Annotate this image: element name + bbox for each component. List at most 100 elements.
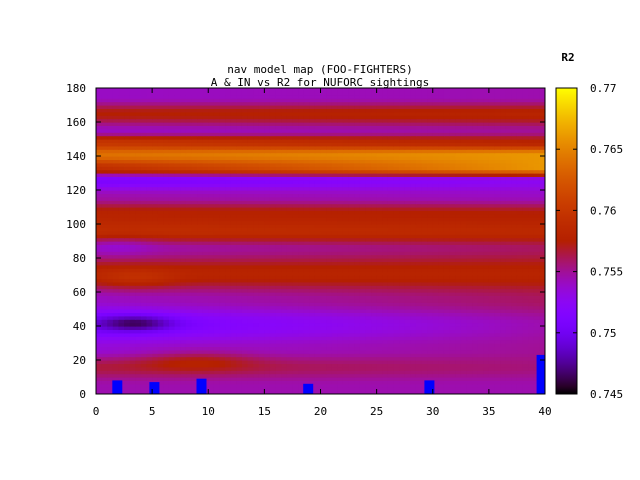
heatmap-cell [258, 360, 265, 364]
heatmap-cell [129, 234, 136, 239]
heatmap-cell [427, 268, 434, 273]
heatmap-cell [472, 380, 479, 385]
heatmap-cell [213, 366, 221, 371]
heatmap-cell [213, 244, 221, 249]
heatmap-cell [455, 268, 462, 273]
heatmap-cell [185, 349, 193, 354]
heatmap-cell [382, 220, 389, 225]
heatmap-cell [230, 377, 237, 381]
heatmap-cell [410, 254, 417, 259]
heatmap-cell [359, 186, 366, 191]
heatmap-cell [348, 281, 355, 286]
heatmap-cell [225, 305, 232, 310]
heatmap-cell [219, 322, 226, 327]
heatmap-cell [281, 247, 288, 252]
heatmap-cell [505, 271, 512, 276]
heatmap-cell [168, 336, 176, 341]
heatmap-cell [174, 278, 181, 283]
heatmap-cell [483, 186, 490, 191]
heatmap-cell [387, 322, 395, 327]
heatmap-cell [466, 261, 473, 266]
heatmap-cell [241, 251, 249, 256]
heatmap-cell [118, 193, 125, 198]
heatmap-cell [281, 271, 288, 276]
heatmap-cell [477, 339, 484, 344]
heatmap-cell [163, 220, 170, 225]
heatmap-cell [208, 200, 215, 205]
heatmap-cell [505, 360, 512, 364]
heatmap-cell [399, 254, 406, 259]
heatmap-cell [269, 247, 277, 252]
heatmap-cell [528, 258, 535, 262]
heatmap-cell [472, 251, 479, 256]
heatmap-cell [168, 366, 176, 371]
heatmap-cell [163, 217, 170, 222]
heatmap-cell [427, 309, 434, 313]
heatmap-cell [208, 210, 215, 215]
heatmap-cell [472, 220, 479, 225]
heatmap-cell [197, 186, 204, 191]
heatmap-cell [197, 281, 204, 286]
heatmap-cell [286, 234, 294, 239]
heatmap-cell [292, 387, 299, 392]
heatmap-cell [432, 196, 439, 201]
heatmap-cell [157, 349, 164, 354]
heatmap-cell [157, 183, 164, 188]
heatmap-cell [320, 251, 327, 256]
heatmap-cell [466, 241, 473, 245]
heatmap-cell [236, 207, 243, 211]
heatmap-cell [96, 186, 103, 191]
heatmap-cell [135, 387, 142, 392]
heatmap-cell [101, 244, 108, 249]
heatmap-cell [354, 186, 361, 191]
heatmap-cell [460, 329, 468, 334]
heatmap-cell [376, 380, 383, 385]
heatmap-cell [264, 210, 271, 215]
heatmap-cell [112, 363, 120, 368]
heatmap-cell [387, 387, 395, 392]
heatmap-cell [472, 373, 479, 378]
heatmap-cell [382, 292, 389, 296]
heatmap-cell [516, 305, 524, 310]
heatmap-cell [522, 315, 529, 320]
heatmap-cell [180, 298, 187, 303]
heatmap-cell [438, 356, 445, 361]
heatmap-cell [135, 190, 142, 194]
heatmap-cell [483, 305, 490, 310]
heatmap-cell [410, 207, 417, 211]
heatmap-cell [191, 370, 198, 375]
heatmap-cell [157, 298, 164, 303]
heatmap-cell [197, 332, 204, 337]
heatmap-cell [432, 326, 439, 330]
heatmap-cell [382, 227, 389, 232]
heatmap-cell [96, 390, 103, 394]
heatmap-cell [213, 383, 221, 388]
heatmap-cell [135, 295, 142, 300]
heatmap-cell [415, 190, 423, 194]
heatmap-cell [421, 346, 428, 351]
heatmap-cell [230, 271, 237, 276]
heatmap-cell [101, 241, 108, 245]
heatmap-cell [112, 336, 120, 341]
heatmap-cell [326, 383, 333, 388]
heatmap-cell [359, 377, 366, 381]
heatmap-cell [281, 217, 288, 222]
heatmap-cell [107, 281, 114, 286]
heatmap-cell [393, 346, 400, 351]
heatmap-cell [528, 213, 535, 218]
heatmap-cell [107, 220, 114, 225]
heatmap-cell [303, 336, 310, 341]
heatmap-cell [309, 370, 316, 375]
heatmap-cell [500, 281, 507, 286]
heatmap-cell [460, 319, 468, 324]
heatmap-cell [264, 220, 271, 225]
heatmap-cell [197, 251, 204, 256]
heatmap-cell [241, 390, 249, 394]
heatmap-cell [168, 213, 176, 218]
heatmap-cell [500, 360, 507, 364]
heatmap-cell [387, 183, 395, 188]
heatmap-cell [230, 200, 237, 205]
heatmap-cell [191, 390, 198, 394]
heatmap-cell [264, 186, 271, 191]
heatmap-cell [112, 261, 120, 266]
